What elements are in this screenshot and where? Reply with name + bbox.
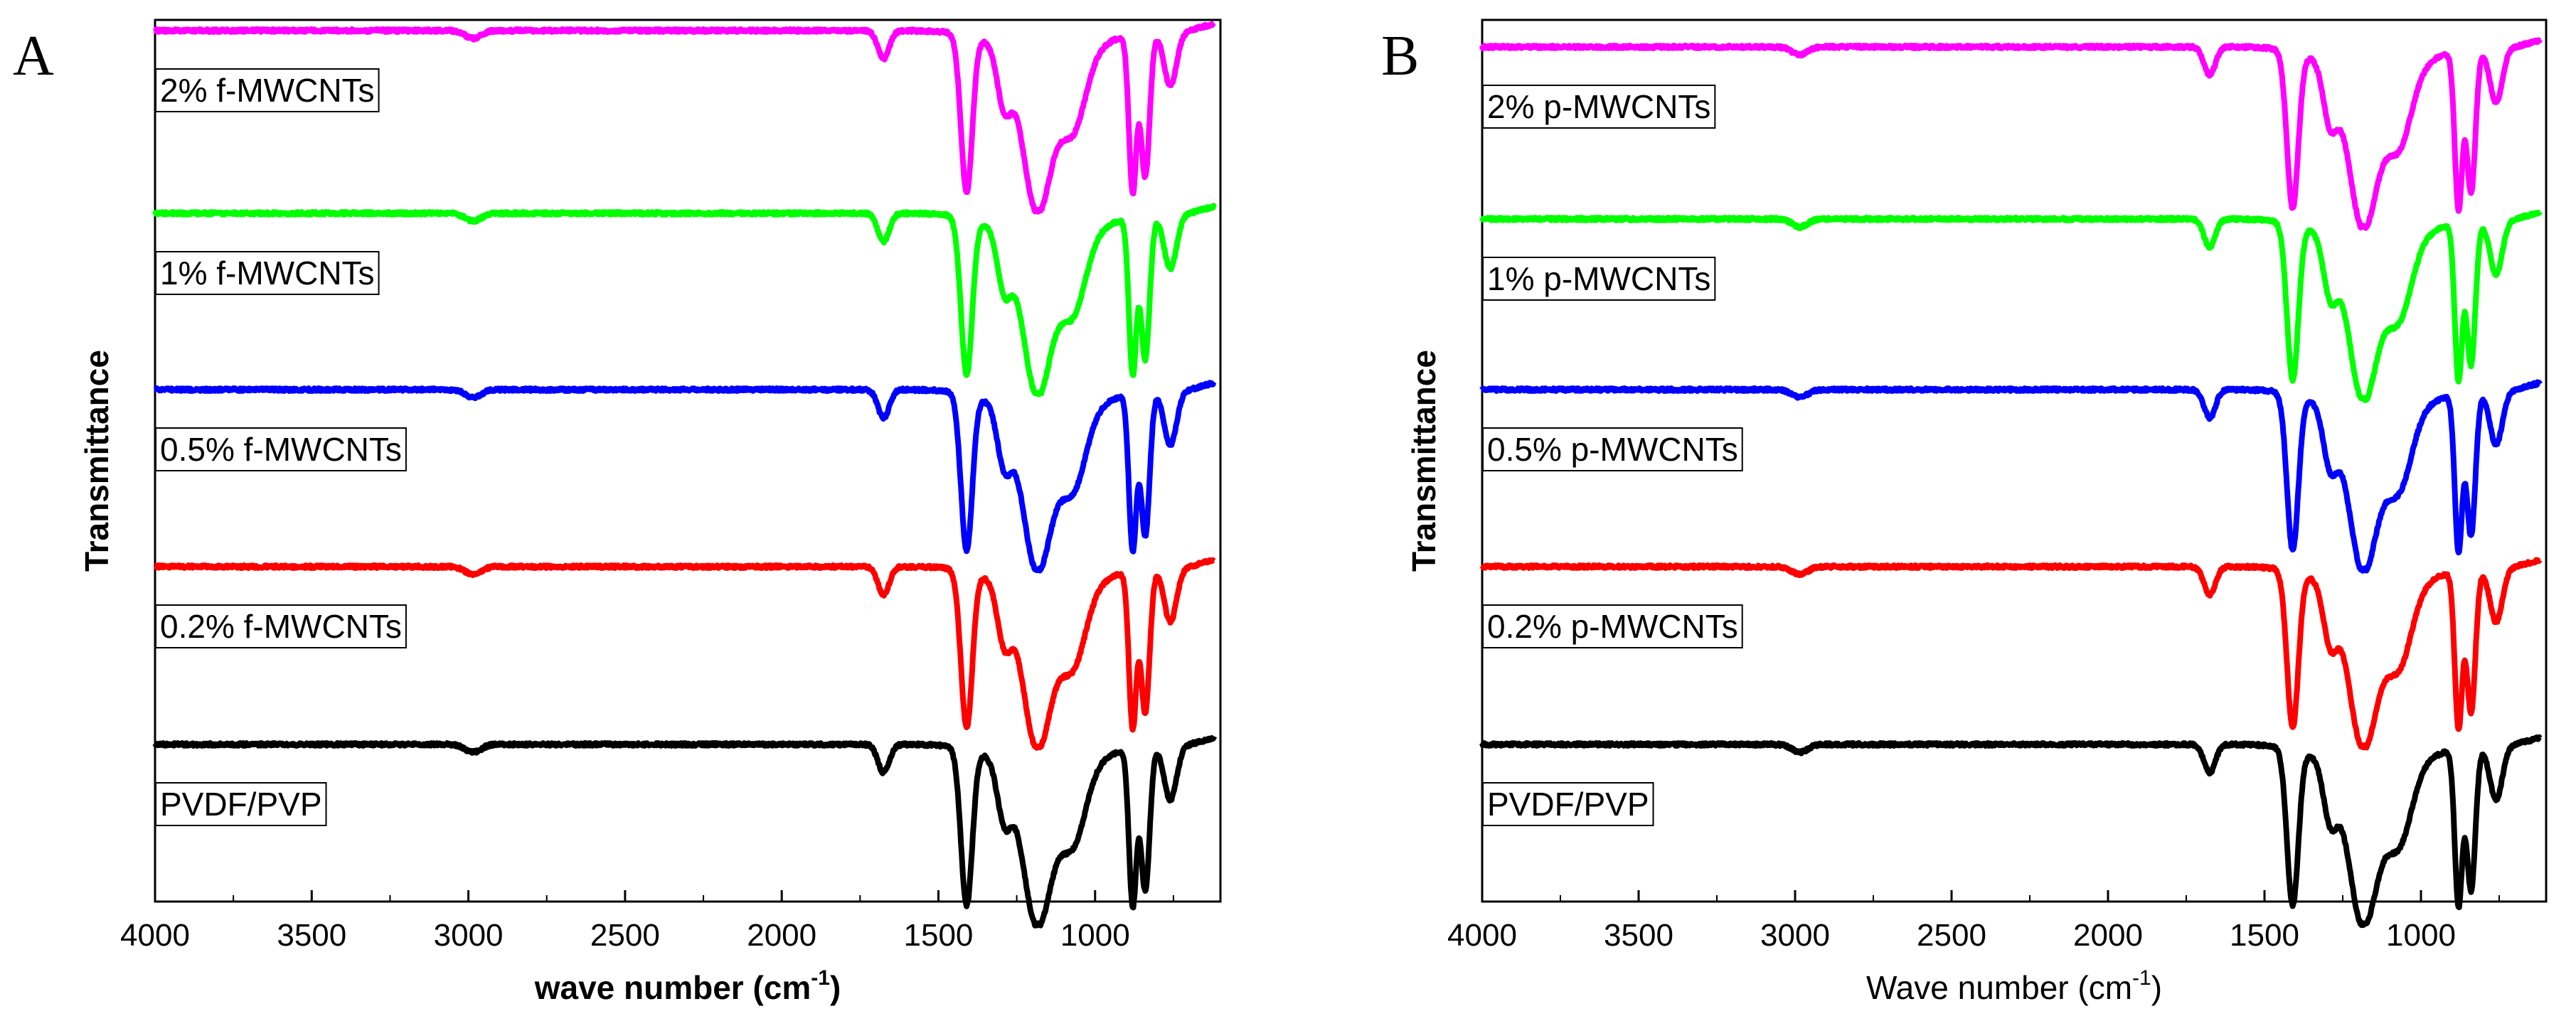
series-line: [1479, 37, 2543, 231]
series-label-box: [155, 782, 327, 826]
series-label-box: [155, 604, 407, 648]
panel-a-x-ticks: 4000 3500 3000 2500 2000 1500 1000: [120, 890, 1174, 953]
x-tick-label: 4000: [1447, 918, 1517, 953]
series-label: 2% f-MWCNTs: [160, 72, 375, 109]
series-label: PVDF/PVP: [1487, 786, 1649, 823]
series-line: [152, 380, 1217, 574]
x-tick-label: 3500: [1604, 918, 1673, 953]
x-tick-label: 3500: [277, 918, 346, 953]
series-line: [152, 734, 1217, 929]
x-tick-label: 1000: [2386, 918, 2456, 953]
x-tick-label: 1500: [904, 918, 974, 953]
series-line: [152, 20, 1217, 215]
panel-b-x-ticks: 4000 3500 3000 2500 2000 1500 1000: [1447, 890, 2500, 953]
series-label: 1% f-MWCNTs: [160, 255, 375, 292]
series-label: 1% p-MWCNTs: [1487, 260, 1710, 297]
series-line: [152, 203, 1217, 397]
panel-a-series: [152, 20, 1217, 929]
panel-b-series: [1479, 37, 2543, 929]
series-label: 0.2% f-MWCNTs: [160, 608, 402, 645]
series-line: [152, 557, 1217, 751]
series-label-box: [155, 251, 380, 295]
series-label: PVDF/PVP: [160, 786, 322, 823]
panel-b: B 4000 3500 3000 2500 2000 1500 1000 2% p-MWCN…: [1381, 18, 2548, 1006]
panel-a: A 4000 3500 3000 2500 2000 1500 1000 2% f-MWCN…: [13, 18, 1222, 1006]
series-label-box: [1482, 85, 1716, 129]
panel-b-y-axis-title: Transmittance: [1405, 350, 1442, 572]
x-tick-label: 3000: [1760, 918, 1830, 953]
series-label-box: [1482, 604, 1743, 648]
panel-a-letter: A: [13, 25, 54, 87]
x-tick-label: 2500: [1917, 918, 1986, 953]
series-label: 0.5% p-MWCNTs: [1487, 431, 1738, 468]
series-line: [1479, 557, 2543, 751]
x-tick-label: 1000: [1060, 918, 1130, 953]
panel-b-letter: B: [1381, 25, 1419, 87]
series-label-box: [1482, 257, 1716, 301]
panel-a-x-axis-title: wave number (cm-1): [534, 966, 841, 1006]
panel-a-legend: 2% f-MWCNTs 1% f-MWCNTs 0.5% f-MWCNTs 0.2% …: [155, 68, 407, 826]
x-tick-label: 3000: [434, 918, 504, 953]
x-tick-label: 2500: [590, 918, 660, 953]
series-label-box: [1482, 782, 1654, 826]
x-tick-label: 1500: [2230, 918, 2299, 953]
x-tick-label: 4000: [120, 918, 190, 953]
series-line: [1479, 210, 2543, 403]
series-label-box: [155, 427, 407, 471]
series-label-box: [155, 68, 380, 112]
x-tick-label: 2000: [747, 918, 816, 953]
series-label: 2% p-MWCNTs: [1487, 88, 1710, 125]
series-label-box: [1482, 427, 1743, 471]
series-label: 0.2% p-MWCNTs: [1487, 608, 1738, 645]
panel-b-x-axis-title: Wave number (cm-1): [1866, 966, 2162, 1006]
series-line: [1479, 734, 2543, 929]
panel-b-legend: 2% p-MWCNTs 1% p-MWCNTs 0.5% p-MWCNTs 0.2% …: [1482, 85, 1743, 826]
series-label: 0.5% f-MWCNTs: [160, 431, 402, 468]
panel-a-y-axis-title: Transmittance: [78, 350, 115, 572]
series-line: [1479, 379, 2543, 574]
x-tick-label: 2000: [2073, 918, 2143, 953]
